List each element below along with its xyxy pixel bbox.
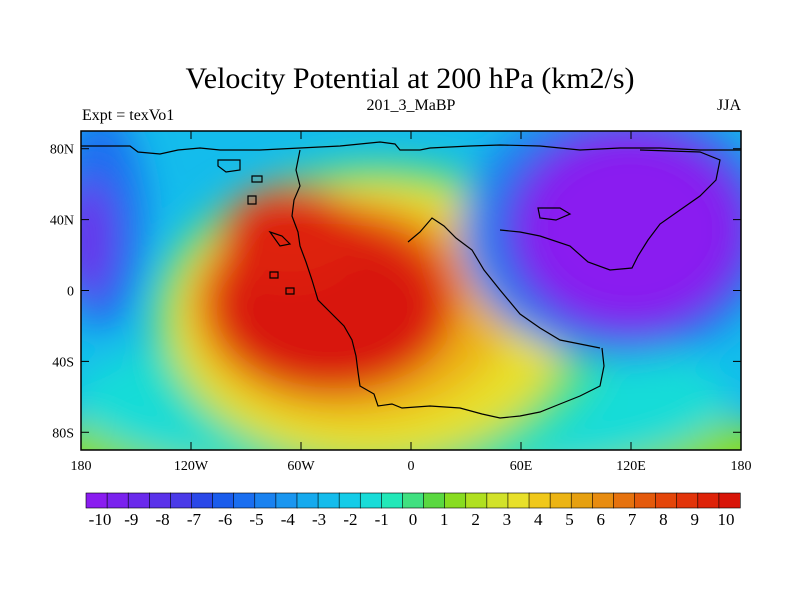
colorbar-swatch [718, 492, 741, 509]
x-tick-label: 0 [408, 459, 415, 474]
colorbar-label: 2 [471, 510, 480, 529]
colorbar-swatch [444, 492, 467, 509]
y-tick-label: 40S [52, 355, 74, 370]
colorbar-label: 5 [565, 510, 574, 529]
coastline-small-islands [247, 175, 295, 295]
x-tick-label: 60E [510, 459, 533, 474]
colorbar-swatch [634, 492, 657, 509]
field-shading [81, 131, 741, 450]
colorbar-swatch [486, 492, 509, 509]
colorbar-label: 10 [718, 510, 735, 529]
colorbar-label: 3 [503, 510, 512, 529]
colorbar-swatch [359, 492, 382, 509]
y-tick-label: 80N [50, 143, 74, 158]
season-label: JJA [717, 97, 741, 114]
colorbar-label: -4 [281, 510, 296, 529]
colorbar-swatch [170, 492, 193, 509]
coastline-north-arctic [81, 141, 741, 155]
coastlines [81, 141, 741, 419]
colorbar-swatch [402, 492, 425, 509]
x-tick-label: 180 [71, 459, 92, 474]
colorbar-swatch [423, 492, 446, 509]
coastline-inland-sea [537, 207, 572, 221]
run-label: 201_3_MaBP [367, 97, 456, 114]
colorbar-label: -3 [312, 510, 326, 529]
colorbar-label: -2 [343, 510, 357, 529]
coastline-north-asia [499, 149, 721, 271]
colorbar-swatch [338, 492, 361, 509]
colorbar-swatch [191, 492, 214, 509]
colorbar-swatch [106, 492, 129, 509]
colorbar-swatch [148, 492, 171, 509]
colorbar-label: 4 [534, 510, 543, 529]
x-tick-label: 180 [731, 459, 752, 474]
y-tick-label: 80S [52, 426, 74, 441]
colorbar-swatch [570, 492, 593, 509]
colorbar-swatch [275, 492, 298, 509]
colorbar-label: 7 [628, 510, 637, 529]
chart-title: Velocity Potential at 200 hPa (km2/s) [185, 62, 634, 95]
colorbar-swatch [233, 492, 256, 509]
field-max-north-lobe [220, 185, 360, 285]
colorbar-swatch [465, 492, 488, 509]
x-tick-label: 120W [174, 459, 209, 474]
colorbar-swatch [697, 492, 720, 509]
colorbar-swatch [296, 492, 319, 509]
colorbar-label: -8 [156, 510, 170, 529]
x-axis: 180 120W 60W 0 60E 120E 180 [71, 131, 752, 474]
coastline-eurasia [407, 217, 601, 349]
colorbar-swatch [528, 492, 551, 509]
y-axis: 80N 40N 0 40S 80S [50, 143, 741, 441]
colorbar-swatch [592, 492, 615, 509]
colorbar-swatch [317, 492, 340, 509]
plot-area [81, 131, 741, 450]
colorbar-label: -7 [187, 510, 202, 529]
colorbar-swatch [85, 492, 108, 509]
colorbar-label: 6 [597, 510, 606, 529]
colorbar-label: 8 [659, 510, 668, 529]
colorbar-swatch [549, 492, 572, 509]
colorbar-swatch [655, 492, 678, 509]
y-tick-label: 0 [67, 285, 74, 300]
colorbar-label: 1 [440, 510, 449, 529]
colorbar-label: 9 [690, 510, 699, 529]
colorbar-swatch [127, 492, 150, 509]
field-min-east [520, 135, 740, 325]
field-min-west [81, 180, 113, 300]
colorbar-label: -6 [218, 510, 232, 529]
colorbar-swatch [254, 492, 277, 509]
colorbar-swatch [212, 492, 235, 509]
coastline-americas [291, 149, 605, 419]
colorbar-swatch [507, 492, 530, 509]
colorbar-swatch [676, 492, 699, 509]
x-tick-label: 120E [616, 459, 646, 474]
y-tick-label: 40N [50, 214, 74, 229]
experiment-label: Expt = texVo1 [82, 107, 174, 124]
colorbar-label: 0 [409, 510, 418, 529]
coastline-greenland [217, 159, 241, 173]
colorbar-label: -5 [249, 510, 263, 529]
colorbar-swatch [613, 492, 636, 509]
colorbar-label: -10 [89, 510, 112, 529]
colorbar-label: -9 [124, 510, 138, 529]
x-tick-label: 60W [287, 459, 315, 474]
colorbar: -10 -9 -8 -7 -6 -5 -4 -3 -2 -1 0 1 2 3 4 5 6 7 8 9 10 [85, 492, 741, 529]
colorbar-swatch [381, 492, 404, 509]
colorbar-label: -1 [375, 510, 389, 529]
